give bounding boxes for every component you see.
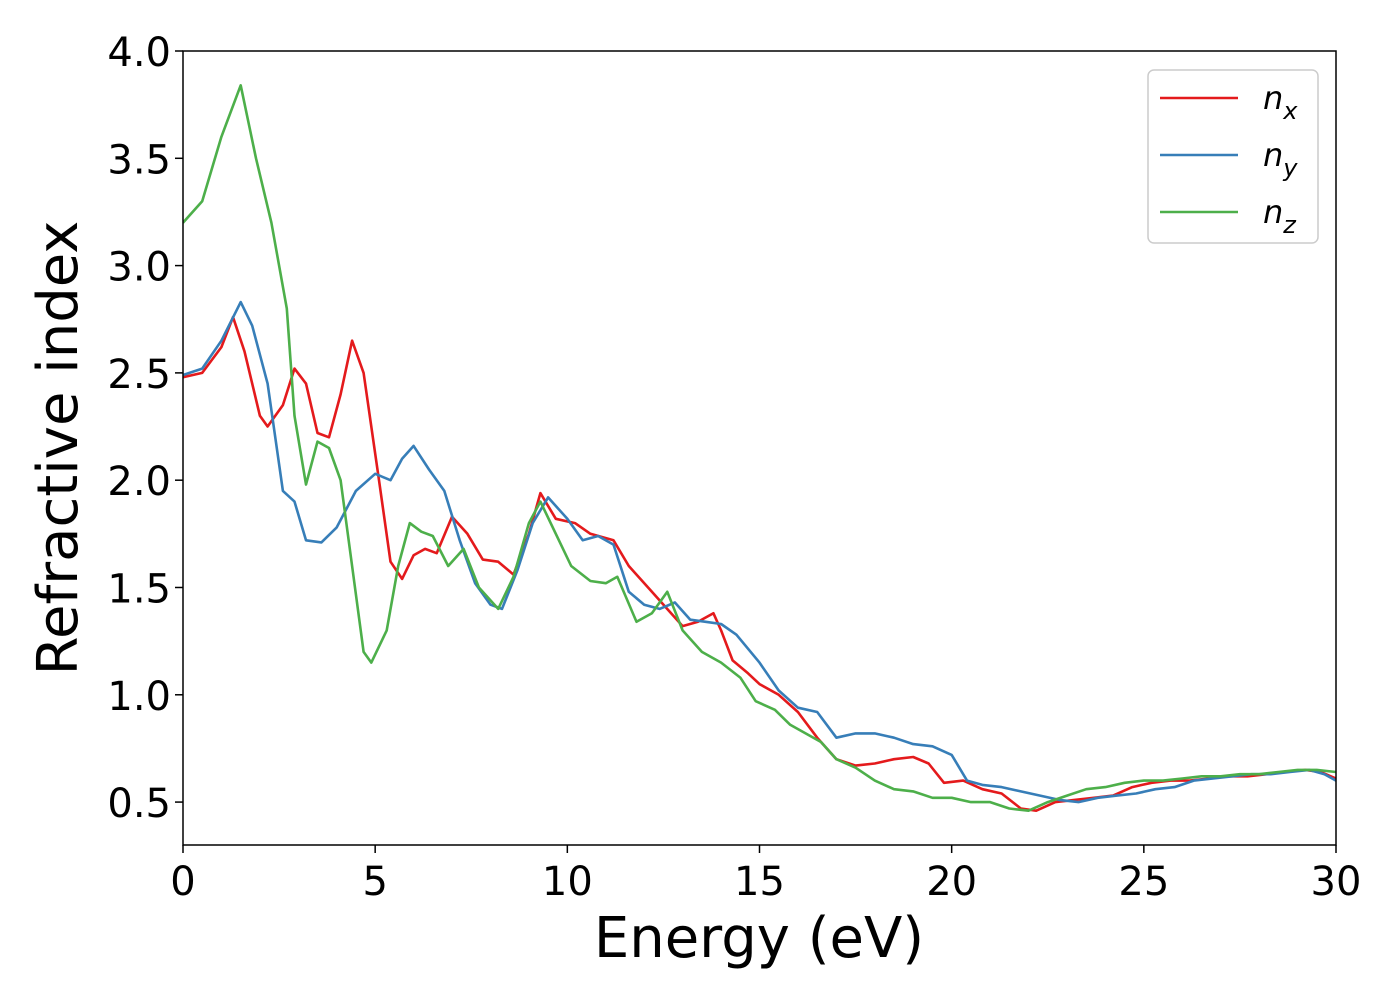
- y-tick-label: 0.5: [107, 781, 171, 827]
- series-line-n-y: [183, 300, 1336, 804]
- x-axis-label: Energy (eV): [594, 906, 924, 971]
- y-tick-label: 1.0: [107, 674, 171, 720]
- x-tick-label: 25: [1118, 859, 1169, 905]
- legend-label-n-z: nz: [1263, 193, 1297, 239]
- legend-label-n-y: ny: [1263, 136, 1298, 182]
- x-tick-label: 10: [542, 859, 593, 905]
- axis-ticks: 0 5 10 15 20 25 30 0.5 1.0 1.5 2.0 2.5 3.0 3.5 4.0: [107, 30, 1361, 905]
- legend: nx ny nz: [1147, 69, 1319, 244]
- plot-lines: [183, 84, 1336, 812]
- y-tick-label: 1.5: [107, 566, 171, 612]
- x-tick-label: 5: [362, 859, 387, 905]
- series-line-n-z: [183, 84, 1336, 812]
- y-tick-label: 3.5: [107, 137, 171, 183]
- series-line-n-x: [183, 315, 1336, 812]
- y-tick-label: 2.5: [107, 352, 171, 398]
- x-tick-label: 20: [926, 859, 977, 905]
- legend-box: [1147, 69, 1319, 244]
- x-tick-label: 0: [170, 859, 195, 905]
- y-tick-label: 3.0: [107, 245, 171, 291]
- y-axis-label: Refractive index: [26, 221, 91, 676]
- x-tick-label: 15: [734, 859, 785, 905]
- y-tick-label: 2.0: [107, 459, 171, 505]
- x-tick-label: 30: [1311, 859, 1362, 905]
- y-tick-label: 4.0: [107, 30, 171, 76]
- legend-label-n-x: nx: [1263, 79, 1298, 125]
